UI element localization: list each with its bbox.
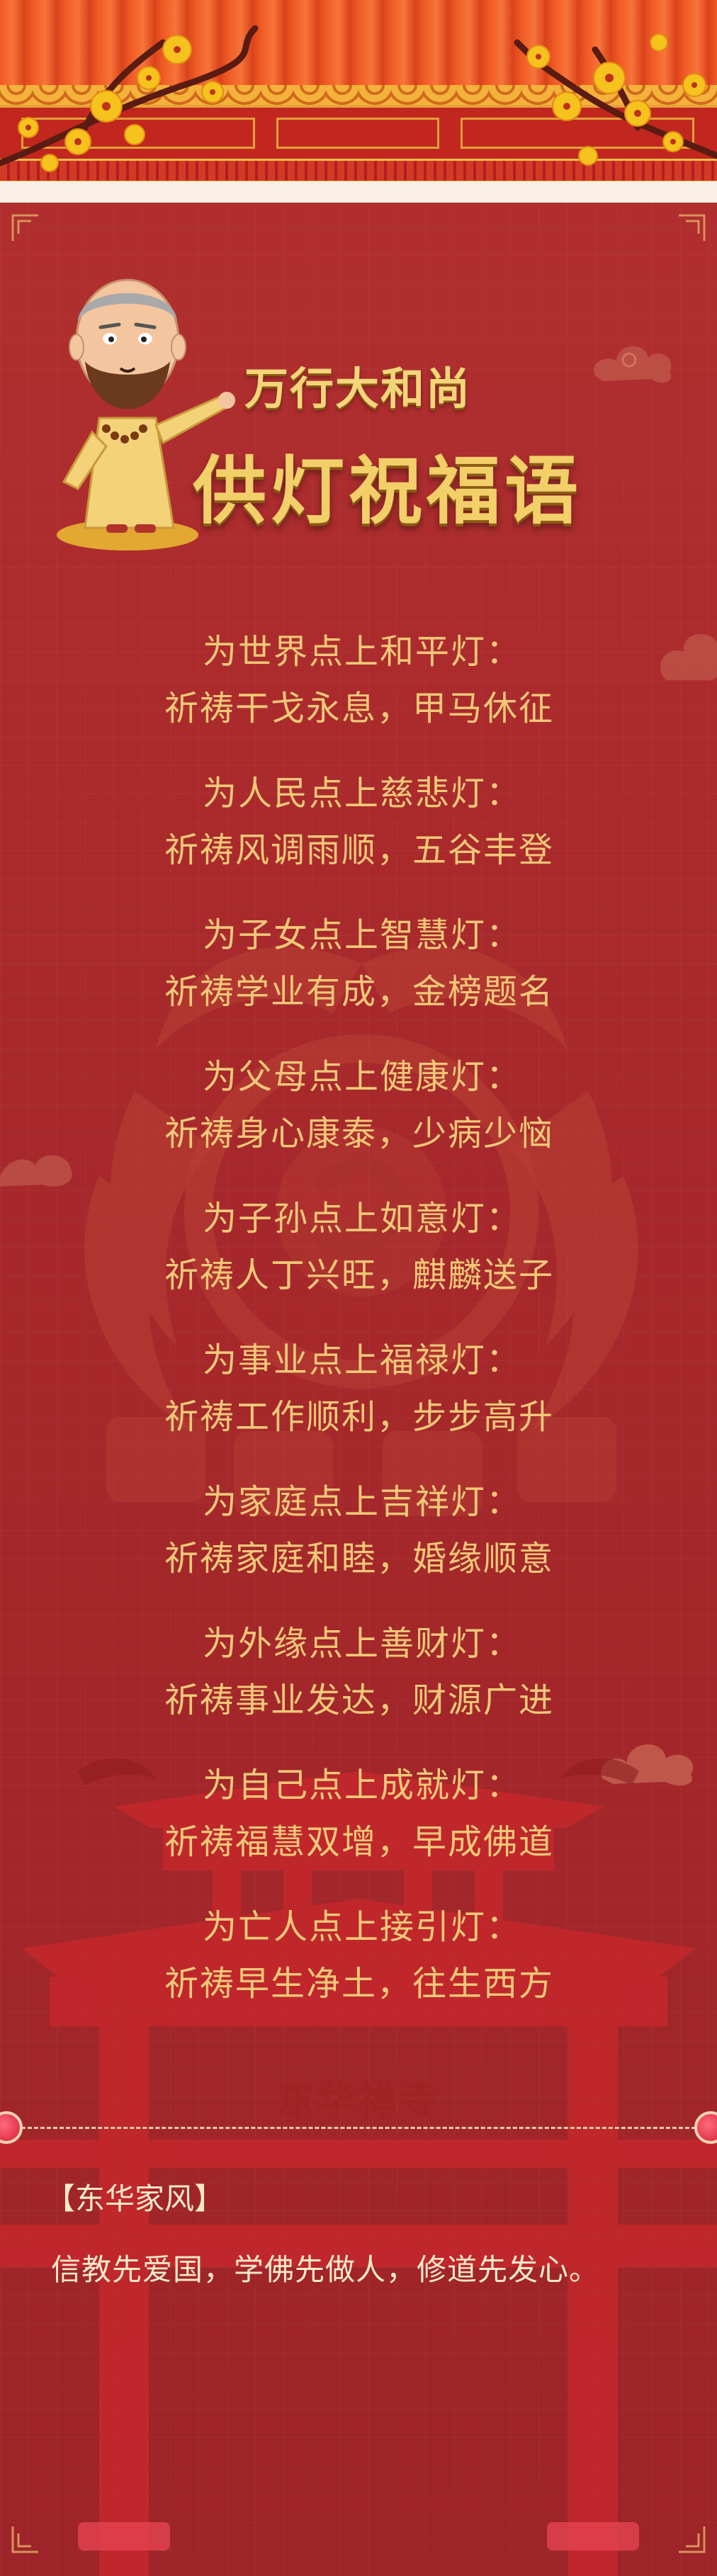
roof-white-strip (0, 181, 717, 203)
corner-ornament-bottom-left (11, 2526, 38, 2553)
corner-ornament-top-right (679, 214, 706, 241)
blessing-lamp-line: 为外缘点上善财灯： (203, 1624, 522, 1663)
blessing-prayer-line: 祈祷人丁兴旺，麒麟送子 (164, 1255, 555, 1295)
blessing-lamp-line: 为事业点上福禄灯： (203, 1340, 522, 1380)
blessing-lamp-line: 为人民点上慈悲灯： (203, 774, 522, 813)
blessing-lamp-line: 为亡人点上接引灯： (203, 1907, 522, 1947)
blessing-lamp-line: 为子女点上智慧灯： (203, 915, 522, 955)
blessing-prayer-line: 祈祷风调雨顺，五谷丰登 (164, 830, 555, 870)
blessing-lamp-line: 为自己点上成就灯： (203, 1766, 522, 1805)
corner-ornament-top-left (11, 214, 38, 241)
blessing-prayer-line: 祈祷身心康泰，少病少恼 (164, 1114, 555, 1153)
blessing-prayer-line: 祈祷事业发达，财源广进 (164, 1680, 555, 1720)
roof-band (0, 105, 717, 159)
temple-emblem-watermark (84, 947, 638, 1516)
blessing-prayer-line: 祈祷工作顺利，步步高升 (164, 1397, 555, 1437)
section-title-family-tradition: 【东华家风】 (45, 2181, 225, 2216)
roof-header (0, 0, 717, 213)
roof-panel (461, 118, 694, 149)
blessing-prayer-line: 祈祷早生净土，往生西方 (164, 1964, 555, 2004)
temple-gate-silhouette (0, 1758, 717, 2576)
blessing-lamp-line: 为世界点上和平灯： (203, 632, 522, 672)
blessing-lamp-line: 为子孙点上如意灯： (203, 1199, 522, 1238)
temple-name-plaque: 东华禅寺 (276, 2077, 441, 2123)
blessing-prayer-line: 祈祷学业有成，金榜题名 (164, 972, 555, 1012)
blessing-prayer-line: 祈祷家庭和睦，婚缘顺意 (164, 1539, 555, 1578)
divider-dot-left (0, 2111, 23, 2144)
cloud-icon (660, 633, 717, 681)
roof-panel (276, 118, 439, 149)
family-tradition-motto: 信教先爱国，学佛先做人，修道先发心。 (51, 2252, 600, 2287)
blessing-prayer-line: 祈祷干戈永息，甲马休征 (164, 689, 555, 728)
blessing-lamp-line: 为父母点上健康灯： (203, 1057, 522, 1097)
plum-blossom-branches (0, 25, 717, 172)
blessing-lamp-line: 为家庭点上吉祥灯： (203, 1482, 522, 1522)
dashed-divider (21, 2127, 696, 2129)
divider-dot-right (694, 2111, 717, 2144)
title-main: 供灯祝福语 (193, 447, 583, 534)
title-monk-name: 万行大和尚 (244, 363, 472, 414)
corner-ornament-bottom-right (679, 2526, 706, 2553)
blessing-prayer-line: 祈祷福慧双增，早成佛道 (164, 1822, 555, 1862)
cloud-icon (0, 1155, 72, 1187)
cloud-icon (593, 346, 672, 383)
monk-cartoon-illustration (57, 278, 235, 550)
